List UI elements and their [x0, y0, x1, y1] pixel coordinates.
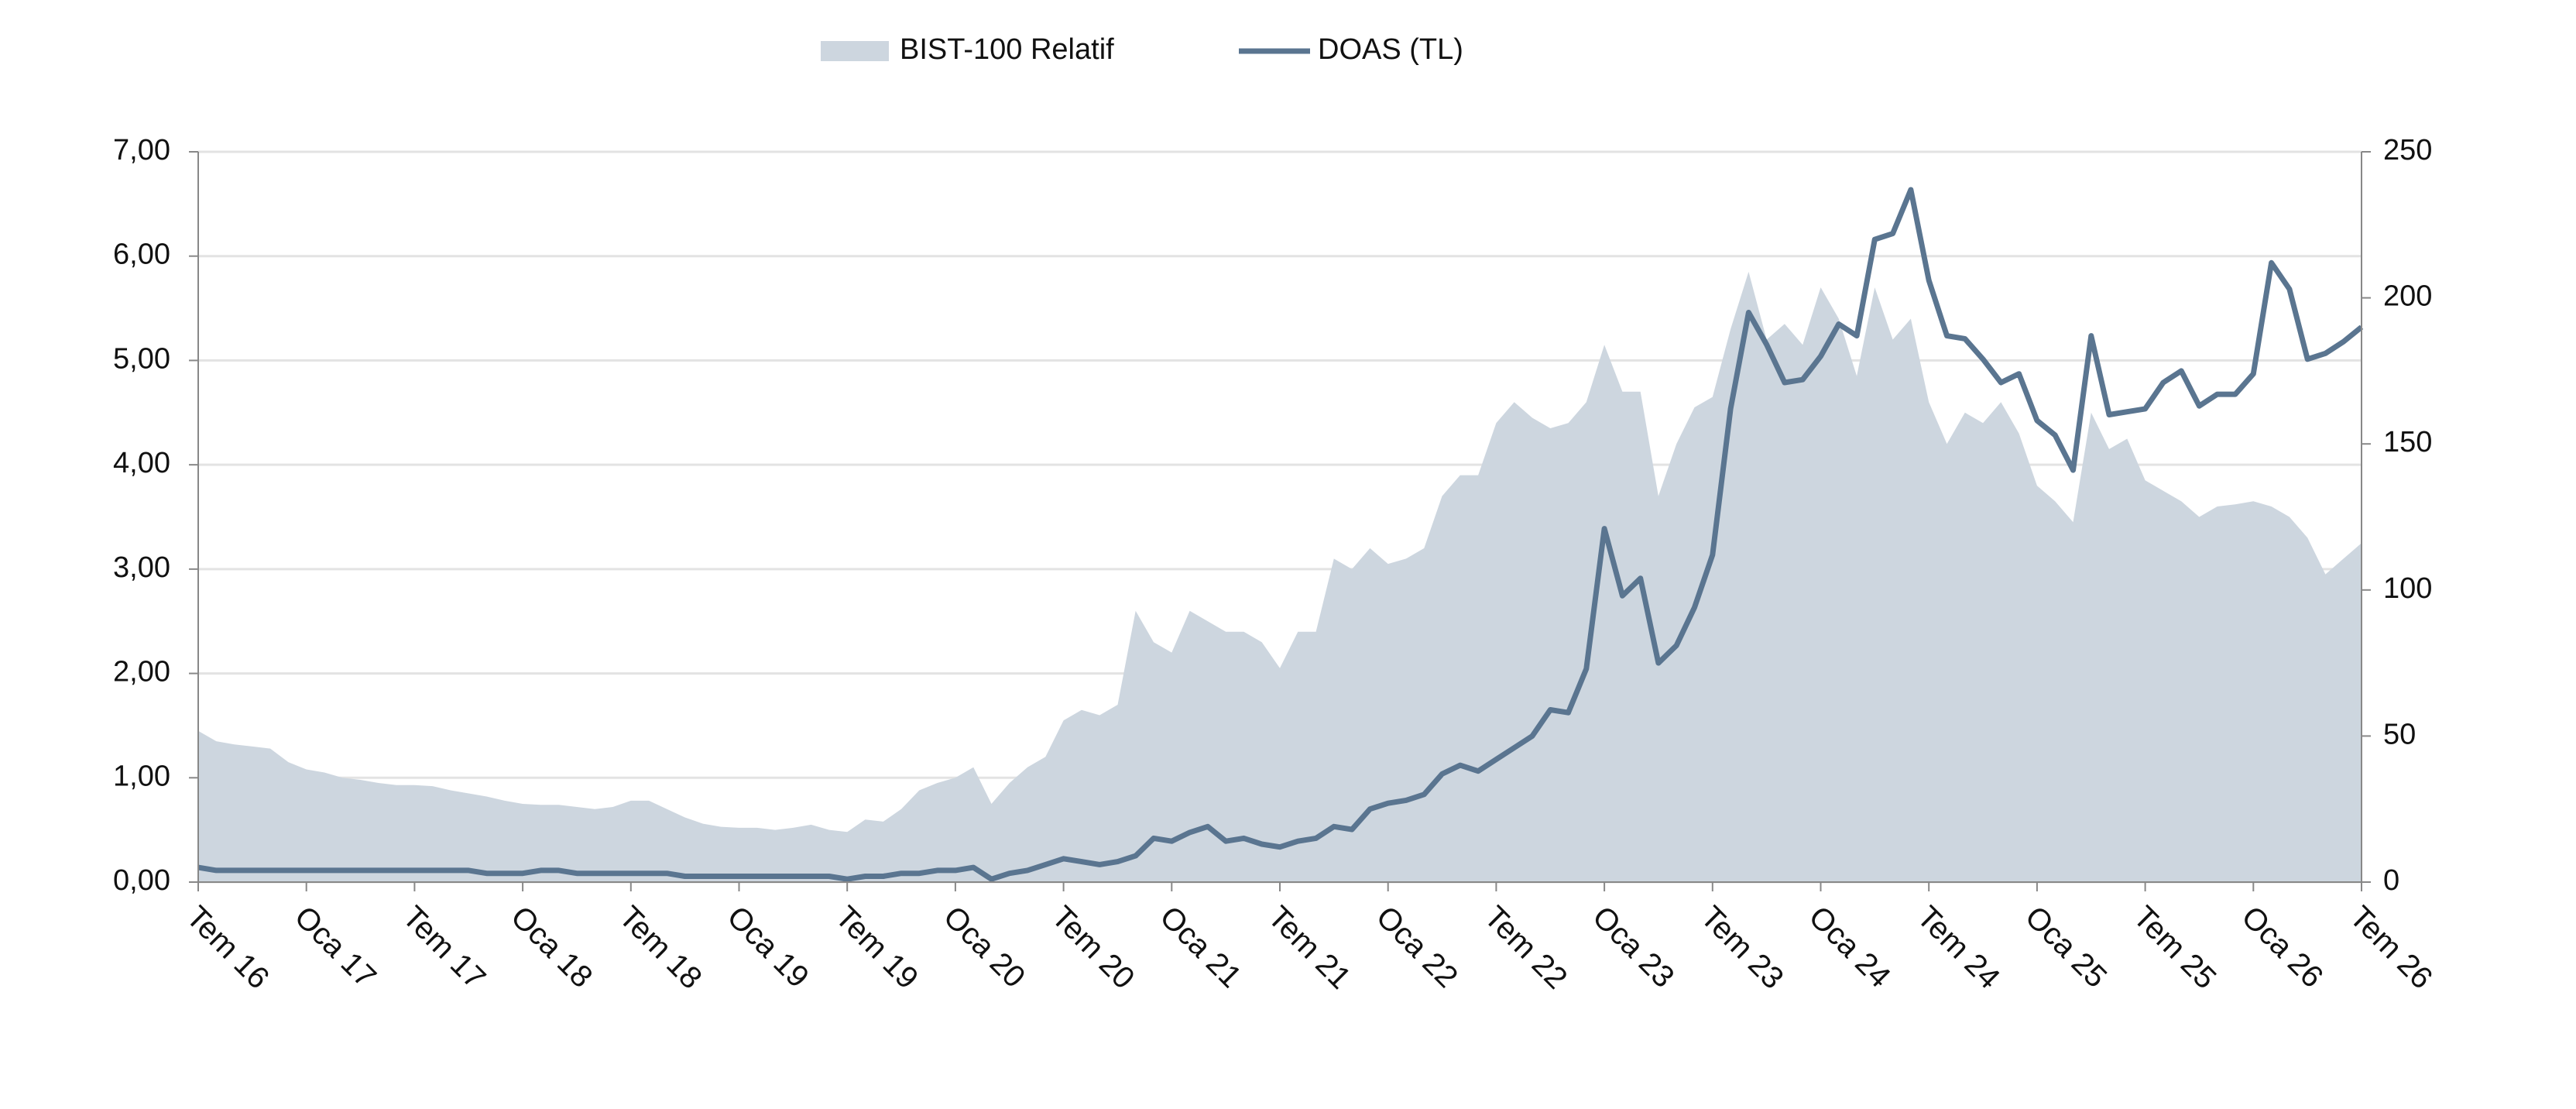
x-tick-label: Oca 23 [1586, 900, 1680, 994]
x-tick-label: Oca 20 [937, 900, 1031, 994]
y-tick-label: 2,00 [113, 656, 170, 688]
x-tick-label: Tem 23 [1694, 900, 1790, 996]
x-tick-label: Tem 21 [1261, 900, 1357, 996]
x-tick-label: Oca 19 [721, 900, 815, 994]
y-tick-label: 3,00 [113, 551, 170, 584]
y-tick-label: 5,00 [113, 342, 170, 375]
x-tick-label: Oca 21 [1153, 900, 1247, 994]
x-tick-label: Tem 18 [612, 900, 708, 996]
x-tick-label: Oca 17 [288, 900, 382, 994]
x-tick-label: Oca 25 [2019, 900, 2113, 994]
x-tick-label: Tem 25 [2127, 900, 2223, 996]
x-tick-label: Oca 26 [2235, 900, 2329, 994]
x-tick-label: Tem 20 [1045, 900, 1141, 996]
y-tick-label: 1,00 [113, 760, 170, 792]
y-tick-label: 4,00 [113, 447, 170, 479]
x-tick-label: Tem 16 [180, 900, 276, 996]
x-tick-label: Tem 19 [828, 900, 924, 996]
x-tick-label: Oca 24 [1803, 900, 1897, 994]
x-tick-label: Oca 18 [504, 900, 599, 994]
legend-swatch [821, 41, 889, 61]
x-tick-label: Tem 22 [1478, 900, 1574, 996]
line [197, 187, 2364, 882]
y2-tick-label: 250 [2383, 134, 2432, 167]
x-tick-label: Tem 26 [2343, 900, 2439, 996]
legend-label: BIST-100 Relatif [900, 33, 1114, 66]
y-tick-label: 7,00 [113, 134, 170, 167]
y-tick-label: 6,00 [113, 239, 170, 271]
legend-label: DOAS (TL) [1318, 33, 1463, 66]
x-tick-label: Tem 17 [396, 900, 492, 996]
x-tick-label: Tem 24 [1910, 900, 2006, 996]
x-tick-label: Oca 22 [1370, 900, 1464, 994]
area [198, 271, 2362, 882]
y-tick-label: 0,00 [113, 864, 170, 897]
y2-tick-label: 0 [2383, 864, 2399, 897]
y2-tick-label: 100 [2383, 572, 2432, 605]
y2-tick-label: 150 [2383, 426, 2432, 458]
y2-tick-label: 200 [2383, 280, 2432, 313]
y2-tick-label: 50 [2383, 718, 2416, 750]
